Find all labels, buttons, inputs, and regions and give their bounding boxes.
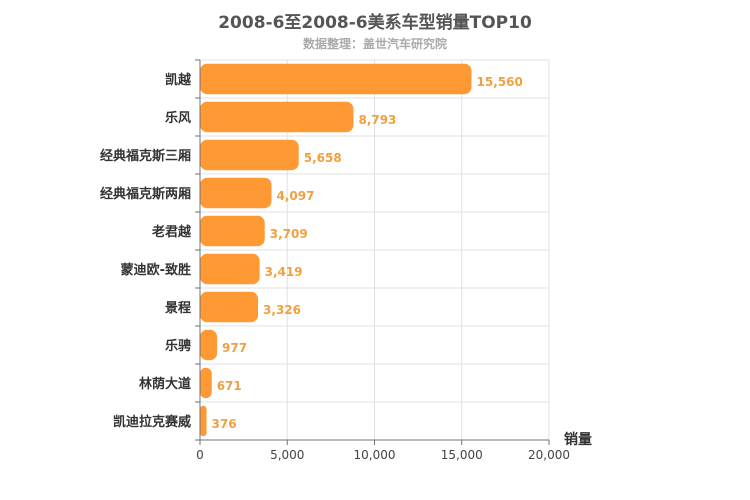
bar: [200, 405, 207, 437]
bar: [200, 177, 272, 209]
x-axis-label: 销量: [564, 431, 592, 448]
axes: [195, 59, 550, 445]
bars: [200, 63, 472, 437]
category-label: 老君越: [151, 224, 192, 240]
x-tick-label: 5,000: [270, 448, 304, 462]
value-label: 4,097: [276, 189, 314, 203]
grid-lines: [200, 59, 550, 440]
category-label: 林荫大道: [139, 376, 191, 392]
category-label: 乐骋: [165, 338, 191, 354]
value-label: 671: [217, 379, 242, 393]
value-label: 15,560: [477, 75, 523, 89]
value-label: 977: [222, 341, 247, 355]
x-tick-label: 10,000: [354, 448, 396, 462]
category-label: 景程: [165, 301, 191, 316]
bar: [200, 253, 260, 285]
x-tick-label: 0: [196, 448, 204, 462]
labels: 0 5,000 10,000 15,000 20,000 凯越 15,560 乐风 8,793 经…: [100, 72, 570, 462]
chart-subtitle: 数据整理：盖世汽车研究院: [302, 37, 447, 51]
value-label: 5,658: [304, 151, 342, 165]
value-label: 3,326: [263, 303, 301, 317]
bar: [200, 329, 218, 361]
category-label: 经典福克斯两厢: [100, 186, 191, 202]
category-label: 蒙迪欧-致胜: [121, 262, 191, 278]
category-label: 经典福克斯三厢: [100, 148, 191, 164]
chart-title: 2008-6至2008-6美系车型销量TOP10: [218, 13, 532, 33]
bar: [200, 367, 212, 399]
bar: [200, 63, 472, 95]
value-label: 3,709: [270, 227, 308, 241]
category-label: 乐风: [165, 110, 191, 126]
x-tick-label: 20,000: [528, 448, 570, 462]
bar: [200, 101, 354, 133]
bar: [200, 139, 299, 171]
category-label: 凯越: [165, 72, 192, 88]
value-label: 376: [212, 417, 237, 431]
value-label: 3,419: [265, 265, 303, 279]
x-tick-label: 15,000: [441, 448, 483, 462]
category-label: 凯迪拉克赛威: [113, 414, 191, 430]
value-label: 8,793: [358, 113, 396, 127]
bar: [200, 291, 259, 323]
bar: [200, 215, 265, 247]
